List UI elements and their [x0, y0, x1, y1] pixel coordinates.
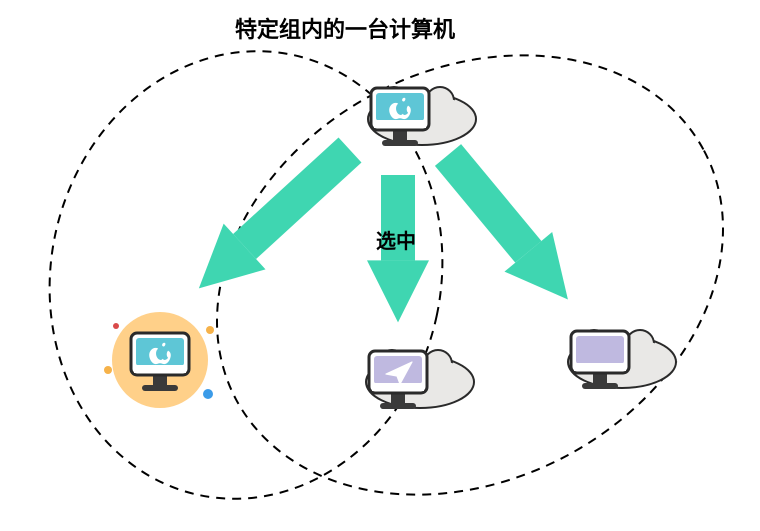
group-right	[140, 0, 760, 531]
apple-icon	[389, 98, 411, 119]
cloud-icon	[366, 350, 474, 408]
highlight-circle	[112, 312, 208, 408]
diagram-svg	[0, 0, 760, 531]
computer-top	[368, 87, 476, 146]
cloud-icon	[368, 87, 476, 145]
diagram-canvas: 特定组内的一台计算机 选中	[0, 0, 760, 531]
computer-icon	[131, 333, 189, 391]
computer-right	[568, 330, 676, 389]
diagram-title: 特定组内的一台计算机	[235, 12, 455, 44]
apple-icon	[149, 343, 171, 364]
arrow-top-to-right	[424, 135, 592, 319]
selected-label: 选中	[376, 225, 416, 254]
accent-dot-3	[113, 323, 119, 329]
computer-mid	[366, 350, 474, 409]
group-left	[8, 14, 483, 531]
computer-icon	[571, 331, 629, 389]
computer-icon	[371, 88, 429, 146]
accent-dot-1	[206, 326, 214, 334]
computer-icon	[369, 351, 427, 409]
arrow-top-to-left	[178, 127, 371, 311]
computer-left-highlight	[104, 312, 214, 408]
accent-dot-0	[104, 366, 112, 374]
paper-plane-icon	[386, 362, 412, 384]
accent-dot-2	[203, 389, 213, 399]
cloud-icon	[568, 330, 676, 388]
